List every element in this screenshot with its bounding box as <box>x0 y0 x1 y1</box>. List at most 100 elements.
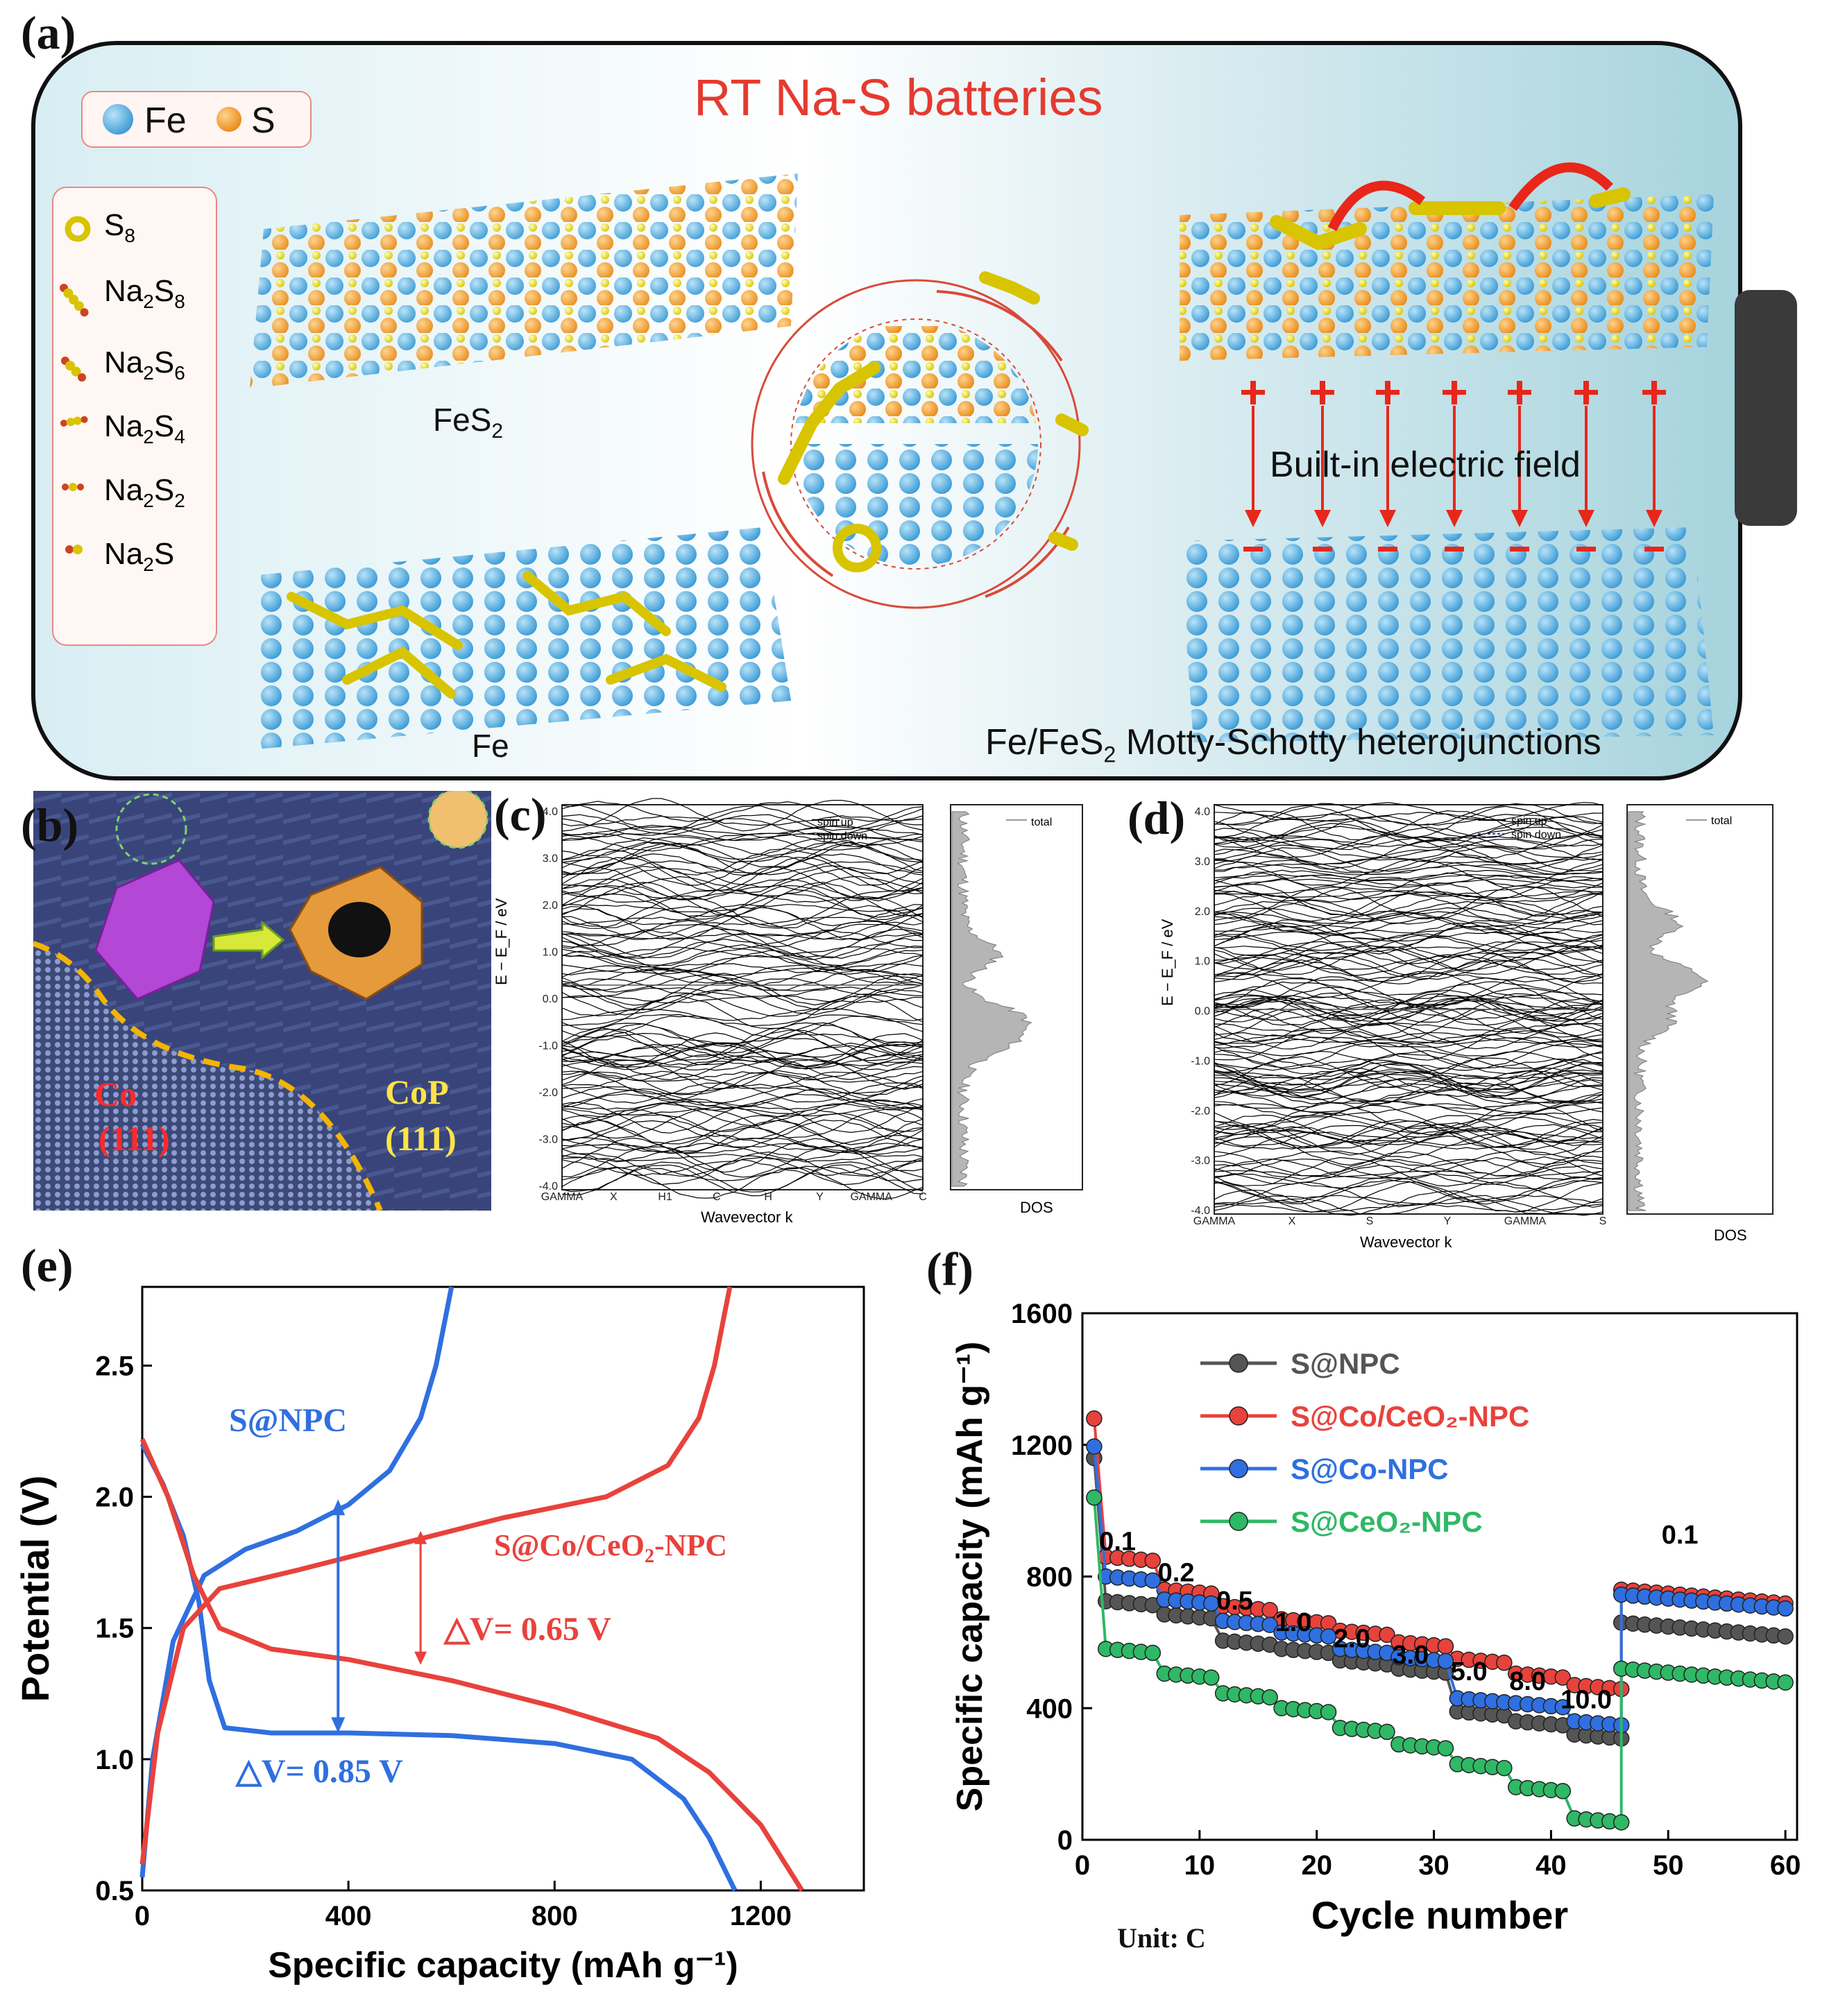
band-line <box>561 989 924 1016</box>
band-line <box>562 1014 924 1027</box>
band-line <box>1214 1156 1603 1187</box>
fe-slab <box>250 527 791 749</box>
band-line <box>561 1166 924 1200</box>
band-line <box>561 798 924 832</box>
band-line <box>1214 1100 1603 1110</box>
data-point <box>1261 1689 1278 1706</box>
band-line <box>561 923 924 937</box>
band-line <box>1214 1069 1603 1079</box>
ytick-label: 2.5 <box>95 1351 134 1381</box>
ytick-label: -2.0 <box>538 1087 558 1099</box>
kpoint-label: GAMMA <box>1504 1215 1547 1227</box>
data-point <box>1202 1595 1220 1612</box>
band-line <box>1214 1123 1603 1150</box>
dos-profile <box>951 811 1032 1187</box>
species-s8: S8 <box>104 208 135 246</box>
xtick-label: 20 <box>1301 1850 1332 1881</box>
dv-arrowhead <box>414 1530 427 1544</box>
band-line <box>561 986 924 999</box>
band-legend <box>812 819 1027 835</box>
band-line <box>1214 998 1603 1026</box>
ytick-label: 4.0 <box>1195 806 1210 818</box>
species-na2s6: Na2S6 <box>104 345 185 384</box>
band-line <box>561 1058 924 1091</box>
legend-marker <box>1229 1353 1248 1373</box>
ytick-label: 4.0 <box>543 806 558 818</box>
xtick-label: 10 <box>1184 1850 1216 1881</box>
xtick-label: 0 <box>135 1901 150 1931</box>
dv-red: △V= 0.65 V <box>444 1611 611 1648</box>
band-line <box>1214 1173 1603 1190</box>
panel-b-letter: (b) <box>21 798 79 851</box>
dv-blue: △V= 0.85 V <box>236 1753 403 1790</box>
band-line <box>1214 1008 1603 1042</box>
ytick-label: -4.0 <box>538 1181 558 1193</box>
band-line <box>1214 1006 1603 1021</box>
band-line <box>1214 995 1603 1009</box>
d-dos-label: DOS <box>1714 1227 1747 1244</box>
band-line <box>561 1156 924 1186</box>
data-point <box>1554 1669 1572 1686</box>
ytick-label: 2.0 <box>543 900 558 912</box>
x-axis-title: Specific capacity (mAh g⁻¹) <box>268 1945 738 1985</box>
band-line <box>1214 1027 1603 1061</box>
cop-plane: (111) <box>385 1119 457 1158</box>
band-line <box>1214 976 1603 1010</box>
band-line <box>1214 887 1603 896</box>
data-point <box>1496 1759 1513 1777</box>
band-line <box>561 1109 924 1132</box>
species-na2s4: Na2S4 <box>104 409 185 447</box>
panel-a-figure <box>31 41 1797 780</box>
kpoint-label: Y <box>1444 1215 1452 1227</box>
xtick-label: 1200 <box>730 1901 792 1931</box>
band-line <box>1214 919 1603 949</box>
kpoint-label: S <box>1599 1215 1607 1227</box>
d-ylabel: E − E_F / eV <box>1159 919 1176 1006</box>
band-line <box>561 815 923 827</box>
band-line <box>1214 1120 1603 1149</box>
legend-label: S@CeO₂-NPC <box>1291 1505 1483 1538</box>
band-line <box>1214 1181 1603 1208</box>
band-line <box>561 1134 924 1151</box>
band-line <box>1214 885 1603 920</box>
fe-label: Fe <box>472 728 509 764</box>
band-line <box>1214 952 1603 983</box>
legend-label: S@Co/CeO₂-NPC <box>1291 1400 1529 1433</box>
species-na2s2: Na2S2 <box>104 473 185 511</box>
heterojunction <box>1180 162 1714 742</box>
band-line <box>1214 986 1603 1008</box>
xtick-label: 40 <box>1535 1850 1567 1881</box>
band-line <box>561 895 924 928</box>
band-line <box>1214 826 1603 850</box>
band-line <box>1214 1126 1603 1146</box>
band-lines <box>1214 802 1603 1216</box>
band-line <box>561 944 924 966</box>
kpoint-label: C <box>919 1191 927 1203</box>
rate-label: 10.0 <box>1560 1685 1612 1714</box>
legend-marker <box>1229 1512 1248 1531</box>
band-line <box>1214 1091 1603 1113</box>
band-line <box>1214 1114 1603 1143</box>
band-line <box>1214 1071 1603 1087</box>
species-na2s8: Na2S8 <box>104 274 185 312</box>
band-line <box>1214 1077 1603 1104</box>
field-arrows <box>1241 381 1666 552</box>
ytick-label: -1.0 <box>1191 1055 1210 1067</box>
band-line <box>561 946 924 958</box>
legend-spin-down: spin down <box>817 830 868 842</box>
band-line <box>561 855 924 886</box>
data-point <box>1437 1652 1454 1670</box>
band-line <box>1214 1101 1603 1118</box>
label-co-ceo2: S@Co/CeO2-NPC <box>494 1528 728 1567</box>
d-xlabel: Wavevector k <box>1360 1233 1452 1251</box>
xtick-label: 400 <box>325 1901 372 1931</box>
band-line <box>1214 859 1603 887</box>
band-line <box>1214 1103 1603 1116</box>
co-polyhedron <box>94 859 215 1000</box>
band-line <box>561 1154 924 1163</box>
band-line <box>1214 1049 1603 1070</box>
ytick-label: 3.0 <box>543 853 558 865</box>
band-line <box>561 1061 924 1081</box>
band-line <box>561 818 924 836</box>
rate-label: 1.0 <box>1275 1608 1312 1637</box>
